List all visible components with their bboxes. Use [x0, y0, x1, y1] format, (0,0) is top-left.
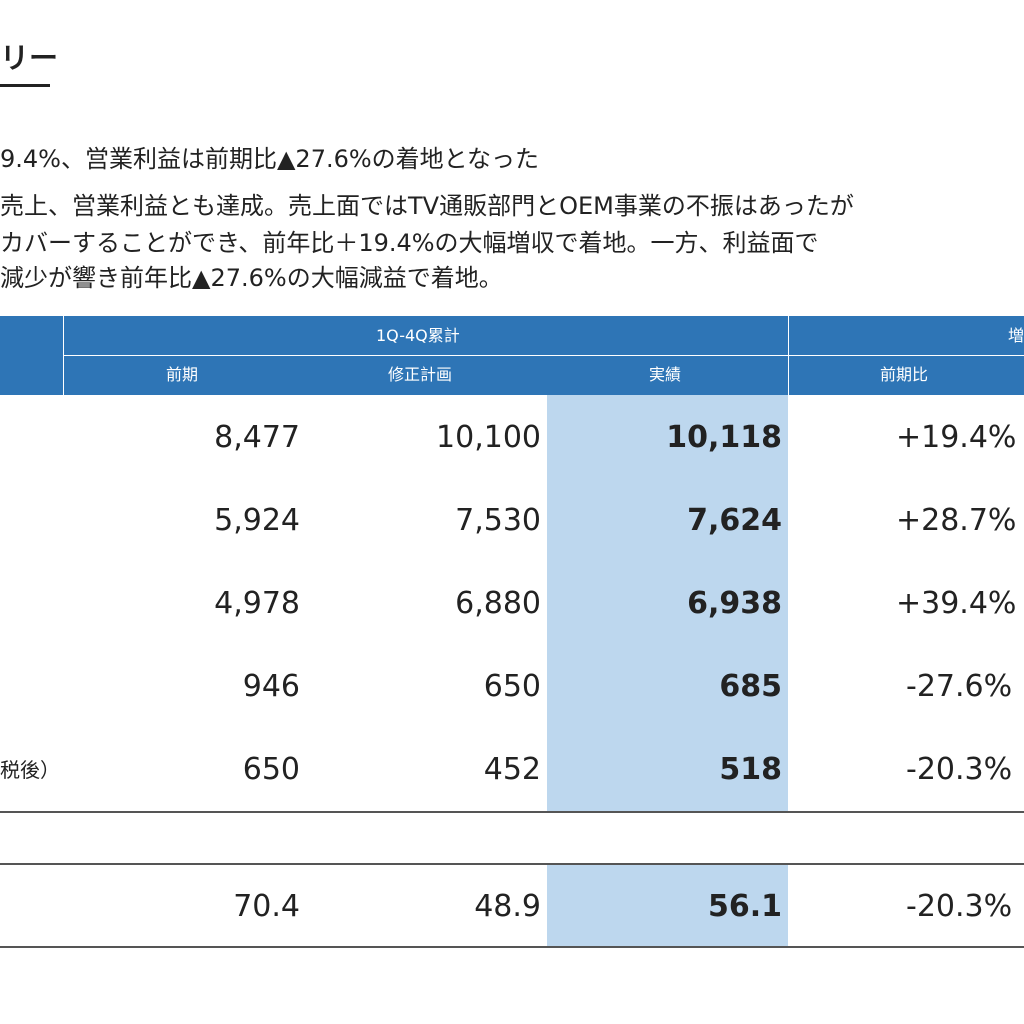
cell-plan: 650 — [483, 669, 541, 704]
summary-line-3: カバーすることができ、前年比＋19.4%の大幅増収で着地。一方、利益面で — [0, 229, 819, 257]
group-header-cumulative: 1Q-4Q累計 — [376, 326, 460, 345]
cell-plan: 48.9 — [474, 889, 541, 924]
cell-actual: 56.1 — [707, 889, 782, 924]
cell-plan: 452 — [483, 752, 541, 787]
cell-prev: 946 — [242, 669, 300, 704]
summary-line-2: 売上、営業利益とも達成。売上面ではTV通販部門とOEM事業の不振はあったが — [0, 192, 854, 220]
cell-plan: 6,880 — [455, 586, 541, 621]
header-divider — [63, 316, 64, 395]
cell-ratio: +28.7% — [896, 503, 1017, 538]
cell-actual: 518 — [719, 752, 782, 787]
header-divider — [64, 355, 1024, 356]
table-rule — [0, 811, 1024, 813]
summary-line-1: 9.4%、営業利益は前期比▲27.6%の着地となった — [0, 145, 539, 173]
slide-heading: リー — [0, 41, 59, 75]
column-header-prev: 前期 — [166, 365, 199, 384]
column-header-plan: 修正計画 — [388, 365, 453, 384]
row-label: 税後） — [0, 758, 60, 782]
cell-prev: 4,978 — [214, 586, 300, 621]
cell-ratio: -20.3% — [906, 752, 1013, 787]
cell-ratio: -27.6% — [906, 669, 1013, 704]
cell-actual: 10,118 — [666, 420, 782, 455]
group-header-change: 増 — [1008, 326, 1024, 345]
cell-plan: 10,100 — [436, 420, 541, 455]
table-rule — [0, 863, 1024, 865]
cell-actual: 7,624 — [687, 503, 782, 538]
cell-actual: 685 — [719, 669, 782, 704]
cell-actual: 6,938 — [687, 586, 782, 621]
cell-ratio: +19.4% — [896, 420, 1017, 455]
cell-prev: 70.4 — [233, 889, 300, 924]
cell-ratio: +39.4% — [896, 586, 1017, 621]
column-header-ratio: 前期比 — [880, 365, 929, 384]
table-rule — [0, 946, 1024, 948]
cell-prev: 650 — [242, 752, 300, 787]
summary-line-4: 減少が響き前年比▲27.6%の大幅減益で着地。 — [0, 264, 503, 292]
heading-underline — [0, 84, 50, 87]
actual-column-highlight — [547, 395, 788, 811]
cell-prev: 8,477 — [214, 420, 300, 455]
cell-plan: 7,530 — [455, 503, 541, 538]
cell-ratio: -20.3% — [906, 889, 1013, 924]
cell-prev: 5,924 — [214, 503, 300, 538]
actual-column-highlight — [547, 865, 788, 946]
column-header-actual: 実績 — [649, 365, 682, 384]
